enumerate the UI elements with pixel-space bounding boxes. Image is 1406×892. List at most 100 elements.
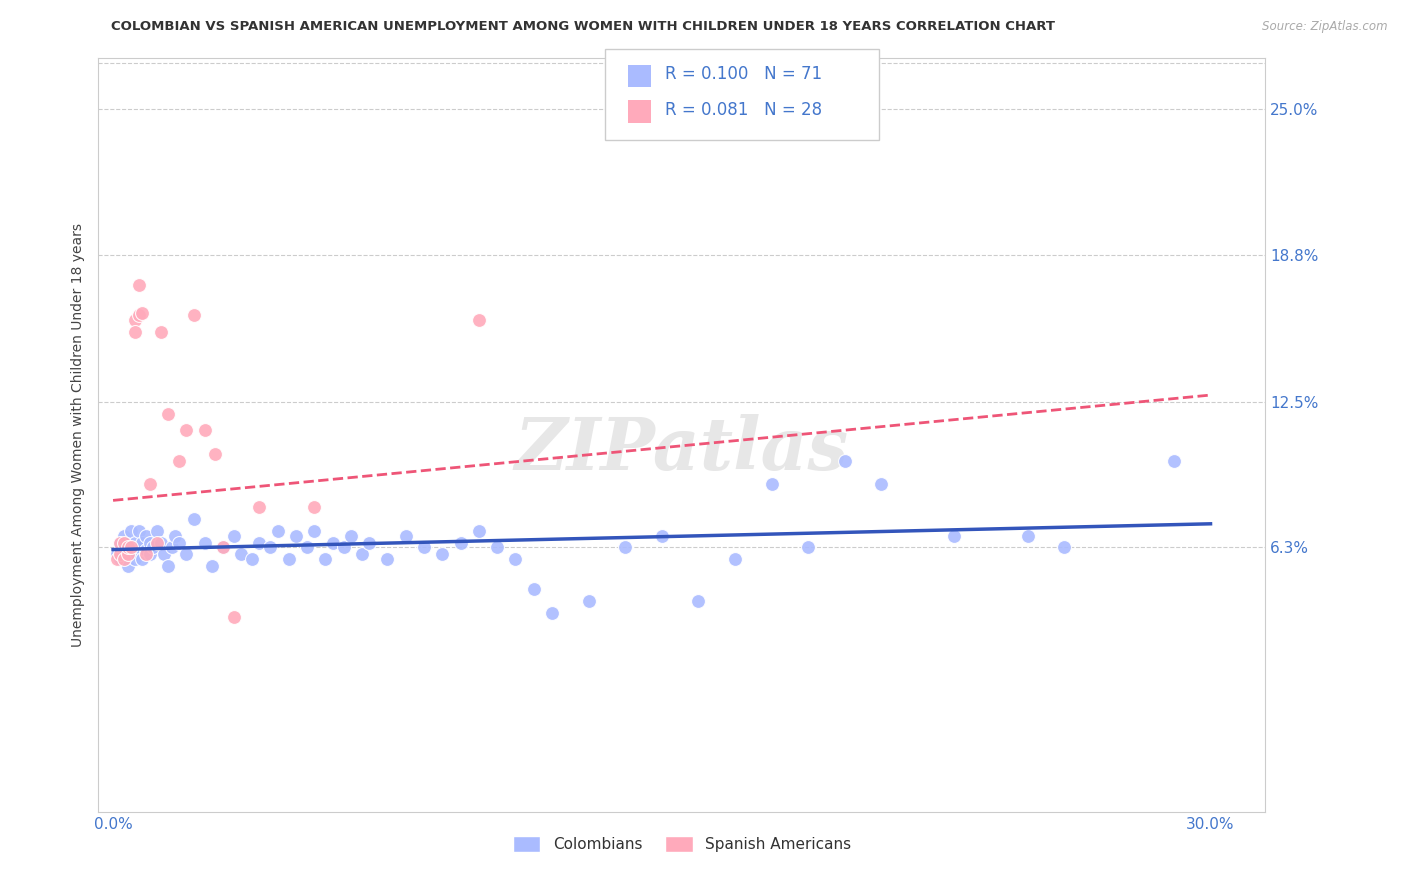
Point <box>117 547 139 561</box>
Point <box>124 535 146 549</box>
Text: R = 0.081   N = 28: R = 0.081 N = 28 <box>665 101 823 119</box>
Point <box>128 309 150 323</box>
Point <box>834 453 856 467</box>
Point <box>222 610 245 624</box>
Point <box>105 552 128 566</box>
Point <box>105 547 128 561</box>
Point <box>201 558 224 573</box>
Point <box>135 528 157 542</box>
Point <box>541 606 564 620</box>
Point <box>304 524 326 538</box>
Point <box>870 477 893 491</box>
Point <box>285 528 308 542</box>
Point <box>167 453 190 467</box>
Point <box>304 500 326 515</box>
Point <box>128 540 150 554</box>
Point <box>146 535 169 549</box>
Point <box>174 547 197 561</box>
Point <box>578 594 600 608</box>
Point <box>322 535 344 549</box>
Point <box>131 535 153 549</box>
Point <box>193 535 215 549</box>
Point <box>110 535 132 549</box>
Point <box>314 552 336 566</box>
Point <box>724 552 747 566</box>
Point <box>131 552 153 566</box>
Point <box>277 552 299 566</box>
Point <box>211 540 233 554</box>
Point <box>247 535 270 549</box>
Point <box>688 594 710 608</box>
Point <box>149 535 172 549</box>
Point <box>149 325 172 339</box>
Point <box>247 500 270 515</box>
Point <box>110 552 132 566</box>
Text: COLOMBIAN VS SPANISH AMERICAN UNEMPLOYMENT AMONG WOMEN WITH CHILDREN UNDER 18 YE: COLOMBIAN VS SPANISH AMERICAN UNEMPLOYME… <box>111 20 1056 33</box>
Text: ZIPatlas: ZIPatlas <box>515 415 849 485</box>
Point <box>468 524 491 538</box>
Point <box>112 535 135 549</box>
Point <box>377 552 399 566</box>
Point <box>332 540 354 554</box>
Point <box>117 540 139 554</box>
Point <box>112 528 135 542</box>
Point <box>450 535 472 549</box>
Point <box>142 540 165 554</box>
Point <box>146 524 169 538</box>
Point <box>110 547 132 561</box>
Legend: Colombians, Spanish Americans: Colombians, Spanish Americans <box>506 830 858 858</box>
Point <box>183 512 205 526</box>
Point <box>124 325 146 339</box>
Point <box>340 528 363 542</box>
Point <box>1163 453 1185 467</box>
Point <box>350 547 373 561</box>
Point <box>295 540 318 554</box>
Point <box>1017 528 1039 542</box>
Point <box>211 540 233 554</box>
Point <box>183 309 205 323</box>
Point <box>222 528 245 542</box>
Point <box>204 446 226 460</box>
Text: Source: ZipAtlas.com: Source: ZipAtlas.com <box>1263 20 1388 33</box>
Point <box>153 547 176 561</box>
Point <box>120 547 142 561</box>
Point <box>359 535 381 549</box>
Point <box>120 540 142 554</box>
Point <box>165 528 187 542</box>
Point <box>131 306 153 320</box>
Point <box>120 524 142 538</box>
Point <box>160 540 183 554</box>
Point <box>486 540 509 554</box>
Text: R = 0.100   N = 71: R = 0.100 N = 71 <box>665 65 823 83</box>
Point <box>761 477 783 491</box>
Point <box>167 535 190 549</box>
Point <box>124 313 146 327</box>
Point <box>124 552 146 566</box>
Point <box>128 524 150 538</box>
Point <box>432 547 454 561</box>
Point <box>240 552 263 566</box>
Point <box>138 477 160 491</box>
Point <box>193 423 215 437</box>
Point <box>266 524 288 538</box>
Point <box>523 582 546 597</box>
Point <box>505 552 527 566</box>
Y-axis label: Unemployment Among Women with Children Under 18 years: Unemployment Among Women with Children U… <box>70 223 84 647</box>
Point <box>468 313 491 327</box>
Point <box>395 528 418 542</box>
Point <box>413 540 436 554</box>
Point <box>156 407 179 421</box>
Point <box>135 542 157 557</box>
Point <box>112 542 135 557</box>
Point <box>614 540 637 554</box>
Point <box>651 528 673 542</box>
Point <box>110 535 132 549</box>
Point <box>135 547 157 561</box>
Point <box>156 558 179 573</box>
Point <box>174 423 197 437</box>
Point <box>1053 540 1076 554</box>
Point <box>229 547 252 561</box>
Point <box>138 535 160 549</box>
Point <box>138 547 160 561</box>
Point <box>259 540 281 554</box>
